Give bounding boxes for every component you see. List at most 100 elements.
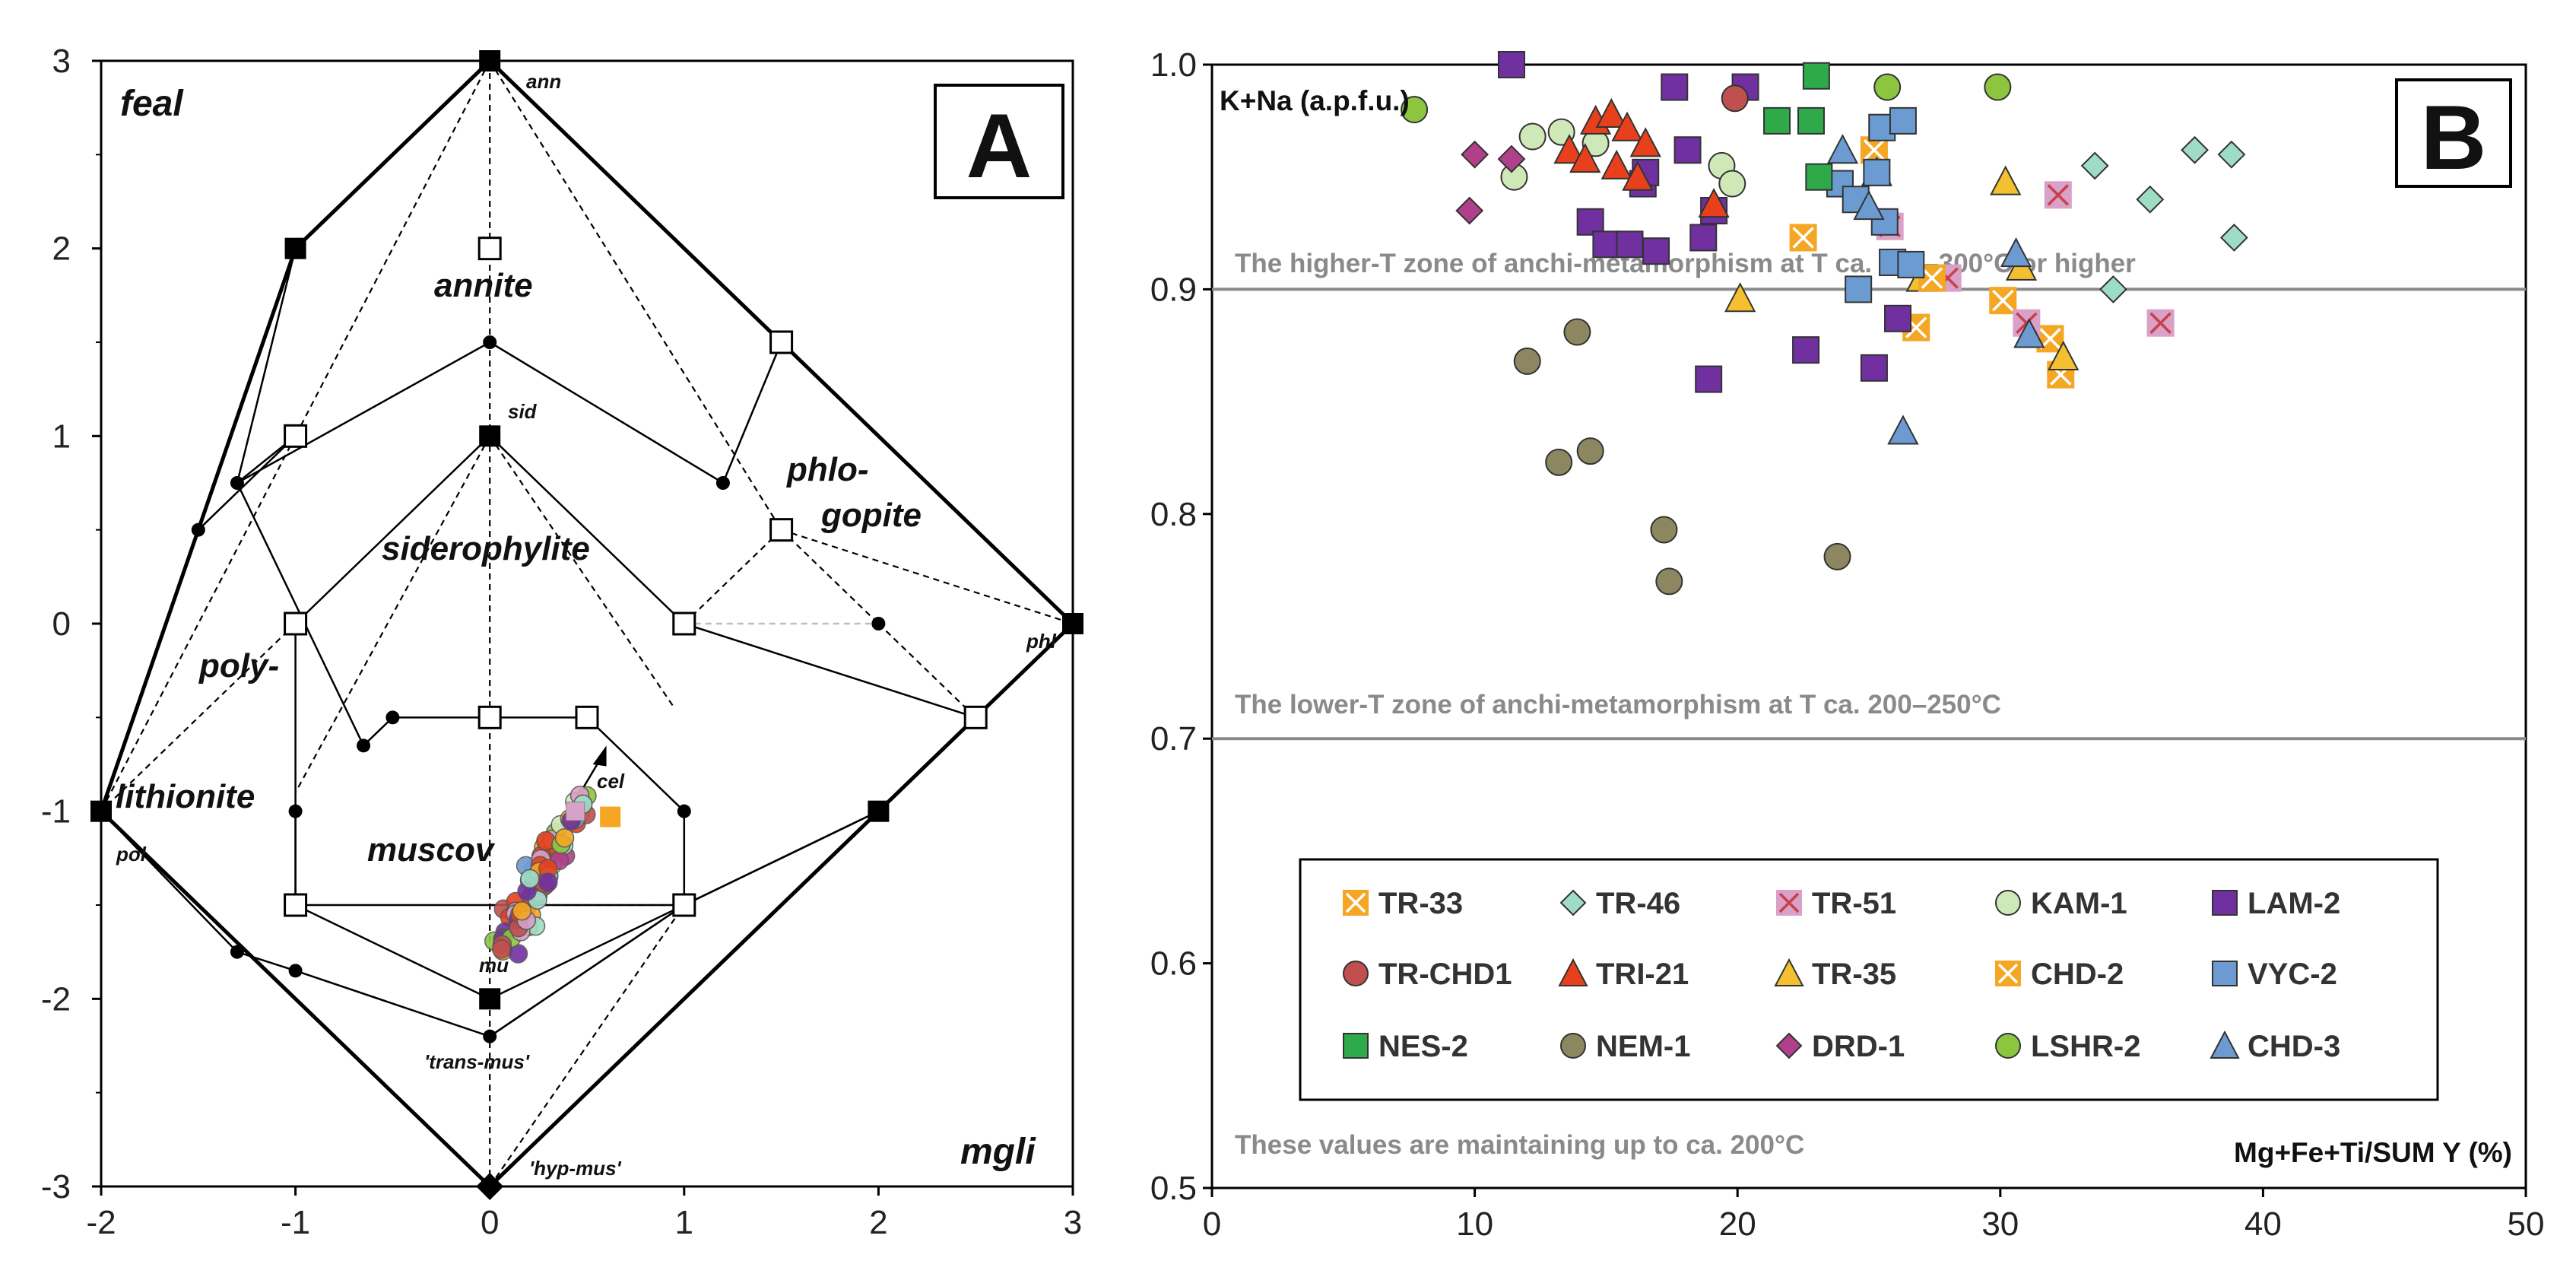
hyp-mus-node [476, 1173, 504, 1200]
y-tick-label: 0.5 [1150, 1170, 1197, 1207]
point-lshr-2 [1401, 96, 1429, 124]
point-tr-33-cross [2039, 328, 2061, 350]
point-vyc-2 [1863, 158, 1891, 186]
dot-node [357, 738, 371, 753]
point-chd-3 [1853, 189, 1885, 221]
y-tick-label: 3 [52, 43, 71, 80]
legend-item-chd-3: CHD-3 [2210, 1030, 2340, 1063]
point-lam-2 [1695, 365, 1723, 393]
legend-item-vyc-2: VYC-2 [2212, 958, 2337, 991]
point-tr-51 [2044, 181, 2072, 209]
open-square-node [672, 893, 696, 917]
endmember-label-trans-mus: 'trans-mus' [424, 1050, 530, 1073]
point-tr-46 [2099, 275, 2127, 303]
point-nem-1 [1823, 542, 1851, 570]
point-nes-2 [1802, 62, 1830, 90]
legend-marker [1343, 1033, 1369, 1059]
point-tr-33-cross [1992, 289, 2014, 312]
sample-marker [538, 872, 558, 892]
x-tick-label: 3 [1064, 1204, 1082, 1241]
y-tick-label: -1 [41, 793, 71, 831]
point-tr-35 [2048, 340, 2080, 371]
y-tick-label: 0.6 [1150, 945, 1197, 983]
point-lam-2 [1592, 230, 1620, 259]
legend-item-chd-2: CHD-2 [1995, 958, 2124, 991]
zone-label-high: The higher-T zone of anchi-metamorphism … [1235, 249, 2136, 278]
point-nem-1 [1513, 347, 1541, 375]
legend-label: KAM-1 [2031, 887, 2127, 920]
panel-b-frame [1210, 63, 2527, 1189]
mineral-label-muscovite: muscov [367, 831, 496, 869]
y-tick-label: 0.7 [1150, 720, 1197, 758]
x-tick-label: -2 [86, 1204, 116, 1241]
panel-a: -2 -1 0 1 2 3 3 2 1 0 -1 -2 -3 feal mgli annite side… [41, 43, 1083, 1241]
x-axis-title-b: Mg+Fe+Ti/SUM Y (%) [2234, 1137, 2512, 1168]
point-vyc-2 [1845, 275, 1873, 303]
x-tick-label: -1 [281, 1204, 310, 1241]
legend-label: TR-35 [1812, 958, 1896, 991]
legend-label: DRD-1 [1812, 1030, 1905, 1063]
legend-item-lshr-2: LSHR-2 [1995, 1030, 2140, 1063]
point-lam-2 [1860, 354, 1888, 382]
y-tick-label: 0.9 [1150, 271, 1197, 308]
legend-label: LAM-2 [2248, 887, 2340, 920]
point-tr-35 [1990, 165, 2022, 195]
filled-square-node [479, 425, 501, 447]
legend-label: LSHR-2 [2031, 1030, 2140, 1063]
point-chd-3 [2000, 237, 2032, 268]
y-tick-label: 1 [52, 418, 71, 455]
dot-node [871, 617, 886, 630]
dash-sid-pol [294, 435, 491, 793]
filled-square-node [868, 800, 890, 822]
legend-marker [1558, 958, 1588, 986]
legend-item-tri-21: TRI-21 [1558, 958, 1689, 991]
point-tr-chd1 [1721, 84, 1749, 113]
point-tr-46 [2181, 135, 2209, 164]
dash-pol-2 [100, 623, 297, 812]
point-kam-1 [1518, 122, 1547, 151]
zone-label-base: These values are maintaining up to ca. 2… [1235, 1130, 1804, 1160]
point-nem-1 [1576, 437, 1604, 465]
legend-item-kam-1: KAM-1 [1995, 887, 2127, 920]
y-tick-label: 1.0 [1150, 46, 1197, 84]
point-tr-46 [2219, 224, 2248, 252]
point-lam-2 [1576, 208, 1604, 236]
filled-square-node [1062, 613, 1083, 634]
point-lam-2 [1689, 224, 1718, 252]
point-drd-1 [1497, 145, 1526, 173]
x-tick-label: 1 [675, 1204, 693, 1241]
dash-hyp-2 [489, 904, 685, 1187]
point-tri-21 [1629, 127, 1661, 157]
legend-marker [2212, 961, 2238, 986]
legend-item-nes-2: NES-2 [1343, 1030, 1468, 1063]
dot-node [483, 1029, 497, 1043]
point-chd-3 [1887, 414, 1919, 445]
x-tick-label: 0 [1203, 1205, 1221, 1243]
x-tick-label: 50 [2508, 1205, 2545, 1243]
point-tr-35 [1724, 282, 1756, 313]
endmember-label-mu: mu [479, 954, 509, 977]
point-chd-2-cross [1921, 267, 1943, 289]
mineral-label-phlogopite-2: gopite [820, 497, 922, 534]
dot-node [483, 335, 497, 349]
legend-label: TR-33 [1378, 887, 1463, 920]
y-tick-label: 0.8 [1150, 496, 1197, 533]
legend-marker-cross [1778, 892, 1800, 913]
dash-phl-1 [781, 529, 1074, 625]
legend-item-tr-51: TR-51 [1776, 887, 1896, 920]
point-nes-2 [1763, 106, 1791, 135]
legend-item-tr-chd1: TR-CHD1 [1343, 958, 1512, 991]
dash-cel [586, 716, 675, 803]
point-kam-1 [1718, 170, 1746, 198]
legend-label: TRI-21 [1596, 958, 1689, 991]
endmember-label-hyp-mus: 'hyp-mus' [529, 1157, 622, 1180]
dot-node [191, 522, 205, 537]
point-lam-2 [1616, 230, 1644, 259]
x-tick-label: 40 [2244, 1205, 2282, 1243]
legend: TR-33 TR-46 TR-51 KAM-1 LAM-2 TR-CHD1 TRI-21 TR… [1299, 858, 2439, 1101]
sample-marker [512, 900, 532, 921]
point-nes-2 [1805, 163, 1833, 191]
point-tr-51-cross [2016, 312, 2038, 334]
y-axis-title-b: K+Na (a.p.f.u.) [1220, 85, 1410, 116]
mineral-label-siderophylite: siderophylite [382, 530, 590, 567]
